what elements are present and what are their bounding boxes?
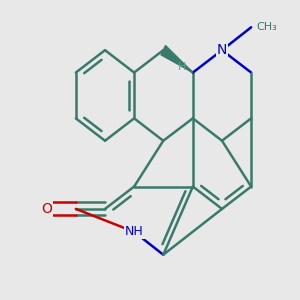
Text: N: N: [217, 43, 227, 57]
Text: O: O: [41, 202, 52, 216]
Polygon shape: [161, 46, 193, 73]
Text: NH: NH: [125, 225, 143, 238]
Text: H: H: [178, 62, 186, 72]
Text: CH₃: CH₃: [256, 22, 277, 32]
